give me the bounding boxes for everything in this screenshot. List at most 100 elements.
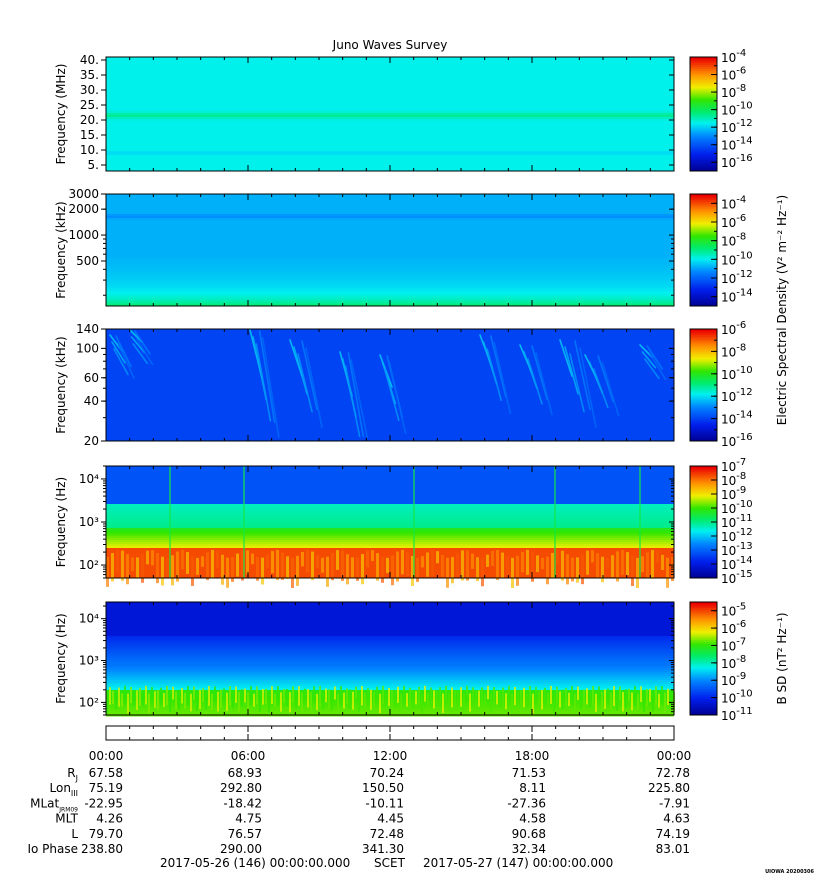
ephemeris-value: 8.11 [519, 781, 546, 795]
ephemeris-row-label: LonIII [50, 781, 79, 798]
footer-corner-stamp: UIOWA 20200306 [765, 869, 814, 875]
spectrogram-panel-3: 140 100 60 40 20 Frequency (kHz) 10-6 10-8 10-10… [54, 320, 753, 449]
y-tick-label: 15. [80, 128, 99, 142]
colorbar-tick-label: 10-14 [721, 410, 753, 427]
colorbar-tick-label: 10-4 [721, 48, 746, 65]
colorbar-tick-label: 10-15 [721, 569, 753, 586]
ephemeris-value: 4.75 [235, 812, 262, 826]
y-tick-label: 3000 [68, 187, 99, 201]
ephemeris-value: -10.11 [365, 796, 404, 810]
colorbar-3: 10-6 10-8 10-10 10-12 10-14 10-16 [689, 320, 753, 449]
colorbar-tick-label: 10-8 [721, 232, 746, 249]
y-tick-label: 500 [76, 254, 99, 268]
colorbar-tick-label: 10-11 [721, 513, 753, 530]
ephemeris-value: -7.91 [659, 796, 690, 810]
colorbar-tick-label: 10-7 [721, 457, 746, 474]
colorbar-tick-label: 10-12 [721, 387, 753, 404]
colorbar-tick-label: 10-12 [721, 118, 753, 135]
y-tick-label: 10² [79, 558, 99, 572]
colorbar-label: Electric Spectral Density (V² m⁻² Hz⁻¹) [775, 195, 789, 425]
ephemeris-value: 79.70 [89, 827, 123, 841]
ephemeris-value: 75.19 [89, 781, 123, 795]
colorbar-tick-label: 10-11 [721, 706, 753, 723]
ephemeris-value: 4.26 [96, 812, 123, 826]
y-axis-label: Frequency (MHz) [54, 64, 68, 165]
ephemeris-value: 72.48 [370, 827, 404, 841]
colorbar-tick-label: 10-6 [721, 320, 746, 337]
chart-title: Juno Waves Survey [332, 38, 448, 52]
ephemeris-value: -27.36 [507, 796, 546, 810]
time-label: 18:00 [515, 749, 550, 763]
ephemeris-row-label: MLT [55, 812, 78, 826]
ephemeris-value: 341.30 [362, 842, 404, 856]
ephemeris-table: 00:00 06:00 12:00 18:00 00:00 RJ 67.58 68.93 70.… [27, 725, 692, 856]
colorbar-tick-label: 10-6 [721, 213, 746, 230]
ephemeris-value: -22.95 [84, 796, 123, 810]
time-label: 12:00 [373, 749, 408, 763]
y-tick-label: 20. [80, 113, 99, 127]
ephemeris-row-label: MLatJRM09 [30, 796, 78, 813]
colorbar-tick-label: 10-13 [721, 541, 753, 558]
ephemeris-value: 76.57 [228, 827, 262, 841]
colorbar-tick-label: 10-7 [721, 636, 746, 653]
ephemeris-value: 225.80 [648, 781, 690, 795]
ephemeris-value: 4.58 [519, 812, 546, 826]
colorbar-tick-label: 10-14 [721, 288, 753, 305]
y-axis-label: Frequency (kHz) [54, 336, 68, 433]
y-tick-label: 10. [80, 143, 99, 157]
ephemeris-value: 150.50 [362, 781, 404, 795]
colorbar-label: B SD (nT² Hz⁻¹) [775, 612, 789, 704]
colorbar-tick-label: 10-16 [721, 153, 753, 170]
y-tick-label: 60 [84, 371, 99, 385]
ephemeris-value: 32.34 [512, 842, 546, 856]
ephemeris-value: 68.93 [228, 766, 262, 780]
colorbar-tick-label: 10-6 [721, 619, 746, 636]
ephemeris-value: -18.42 [223, 796, 262, 810]
colorbar-tick-label: 10-10 [721, 101, 753, 118]
ephemeris-row-label: Io Phase [27, 842, 78, 856]
ephemeris-row-label: L [71, 827, 78, 841]
y-axis-label: Frequency (Hz) [54, 477, 68, 568]
ephemeris-value: 4.45 [377, 812, 404, 826]
colorbar-tick-label: 10-8 [721, 471, 746, 488]
y-tick-label: 20 [84, 434, 99, 448]
y-tick-label: 35. [80, 68, 99, 82]
colorbar-tick-label: 10-12 [721, 527, 753, 544]
ephemeris-value: 70.24 [370, 766, 404, 780]
colorbar-tick-label: 10-10 [721, 499, 753, 516]
ephemeris-value: 238.80 [81, 842, 123, 856]
y-tick-label: 25. [80, 98, 99, 112]
y-tick-label: 40. [80, 53, 99, 67]
ephemeris-value: 83.01 [656, 842, 690, 856]
colorbar-tick-label: 10-4 [721, 194, 746, 211]
time-label: 00:00 [657, 749, 692, 763]
time-label: 06:00 [231, 749, 266, 763]
colorbar-tick-label: 10-16 [721, 432, 753, 449]
y-tick-label: 140 [76, 322, 99, 336]
y-tick-label: 30. [80, 83, 99, 97]
colorbar-tick-label: 10-10 [721, 365, 753, 382]
y-axis-label: Frequency (kHz) [54, 201, 68, 298]
footer-end-time: 2017-05-27 (147) 00:00:00.000 [423, 856, 613, 870]
colorbar-tick-label: 10-5 [721, 602, 746, 619]
colorbar-tick-label: 10-9 [721, 671, 746, 688]
spectrogram-panel-1: 5.10.15.20.25.30.35.40. Frequency (MHz) 10… [54, 48, 753, 172]
colorbar-tick-label: 10-8 [721, 83, 746, 100]
y-tick-label: 10³ [79, 515, 99, 529]
footer-scet-label: SCET [374, 856, 406, 870]
y-tick-label: 40 [84, 394, 99, 408]
ephemeris-value: 292.80 [220, 781, 262, 795]
y-tick-label: 10⁴ [79, 472, 99, 486]
colorbar-tick-label: 10-9 [721, 485, 746, 502]
colorbar-2: 10-4 10-6 10-8 10-10 10-12 10-14 Electric Spec… [689, 193, 789, 425]
y-tick-label: 100 [76, 341, 99, 355]
y-tick-label: 10² [79, 695, 99, 709]
ephemeris-value: 67.58 [89, 766, 123, 780]
ephemeris-value: 90.68 [512, 827, 546, 841]
y-tick-label: 10³ [79, 654, 99, 668]
